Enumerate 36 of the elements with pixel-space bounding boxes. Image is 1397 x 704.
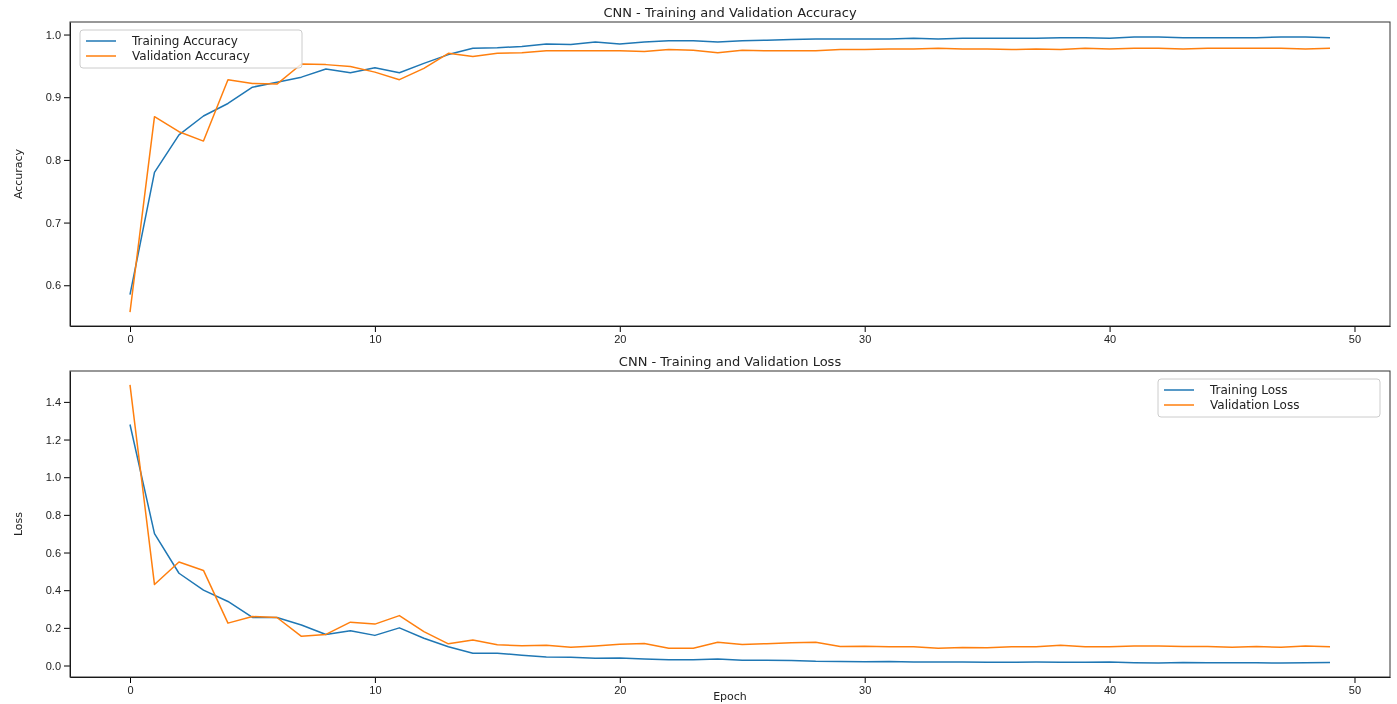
line-series xyxy=(129,423,1331,664)
y-axis-title: Loss xyxy=(12,511,25,537)
x-tick-label: 0 xyxy=(127,332,134,345)
legend-label: Validation Accuracy xyxy=(132,49,250,63)
x-tick-label: 50 xyxy=(1348,683,1362,696)
x-axis-title: Epoch xyxy=(713,690,747,703)
y-tick-label: 0.8 xyxy=(45,153,61,166)
x-tick-label: 40 xyxy=(1103,332,1117,345)
x-tick-label: 20 xyxy=(614,332,627,345)
y-tick-label: 0.6 xyxy=(45,279,61,292)
x-tick-label: 20 xyxy=(614,683,627,696)
y-tick-label: 0.6 xyxy=(45,546,61,559)
y-tick-label: 0.2 xyxy=(45,621,61,634)
y-tick-label: 0.4 xyxy=(45,584,61,597)
chart-title: CNN - Training and Validation Loss xyxy=(618,354,842,369)
y-tick-label: 0.9 xyxy=(45,91,61,104)
x-tick-label: 10 xyxy=(369,683,382,696)
legend-label: Validation Loss xyxy=(1210,398,1300,412)
y-axis-title: Accuracy xyxy=(12,148,25,200)
y-tick-label: 1.2 xyxy=(45,433,61,446)
x-tick-label: 0 xyxy=(127,683,134,696)
y-tick-label: 1.0 xyxy=(45,471,61,484)
line-series xyxy=(129,384,1331,649)
x-tick-label: 50 xyxy=(1348,332,1362,345)
legend-label: Training Loss xyxy=(1209,383,1288,397)
x-tick-label: 30 xyxy=(859,332,872,345)
x-tick-label: 30 xyxy=(859,683,872,696)
y-tick-label: 1.0 xyxy=(45,28,61,41)
y-tick-label: 0.8 xyxy=(45,508,61,521)
y-tick-label: 1.4 xyxy=(45,395,61,408)
x-tick-label: 40 xyxy=(1103,683,1117,696)
chart-title: CNN - Training and Validation Accuracy xyxy=(603,5,857,20)
y-tick-label: 0.0 xyxy=(45,659,61,672)
legend-label: Training Accuracy xyxy=(131,34,238,48)
x-tick-label: 10 xyxy=(369,332,382,345)
y-tick-label: 0.7 xyxy=(45,216,61,229)
